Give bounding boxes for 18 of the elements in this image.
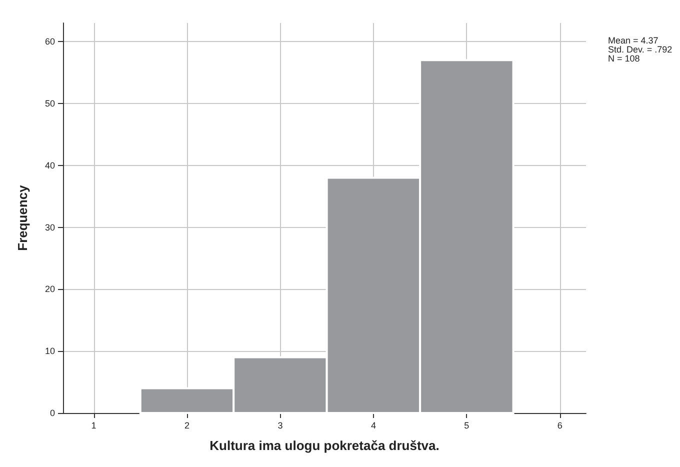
- x-tick-label: 4: [370, 420, 376, 430]
- y-tick-label: 50: [44, 98, 55, 108]
- y-tick-label: 60: [44, 36, 55, 47]
- y-tick-label: 10: [44, 346, 55, 356]
- text: N = 108: [608, 54, 640, 64]
- x-tick-label: 6: [557, 420, 562, 430]
- x-tick-label: 2: [184, 420, 190, 430]
- x-axis-title: Kultura ima ulogu pokretača društva.: [210, 438, 440, 453]
- y-tick-label: 0: [50, 408, 55, 418]
- y-tick-label: 30: [44, 222, 55, 232]
- y-axis-title: Frequency: [15, 184, 30, 251]
- y-tick-label: 40: [44, 160, 55, 170]
- x-tick-label: 5: [464, 420, 470, 430]
- x-tick-label: 3: [278, 420, 283, 430]
- text: Std. Dev. = .792: [608, 44, 672, 54]
- x-tick-label: 1: [91, 420, 96, 430]
- text: Mean = 4.37: [608, 36, 658, 46]
- y-tick-label: 20: [44, 284, 55, 294]
